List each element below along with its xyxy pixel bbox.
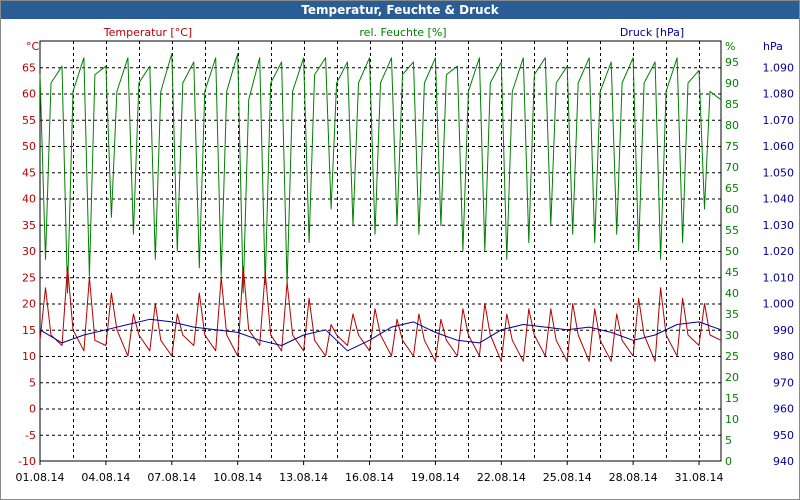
temp-axis-ticks: -10 -5 0 5 10 15 20 25 30 35 40 45 50 55 60 65 (18, 61, 36, 468)
x-axis-ticks: 01.08.14 04.08.14 07.08.14 10.08.14 13.08.14… (16, 461, 724, 484)
x-tick-label: 07.08.14 (147, 471, 196, 484)
press-axis-ticks: 940 950 960 970 980 990 1.000 1.010 1.020 1.030 1.… (763, 61, 795, 468)
press-tick-label: 1.050 (763, 166, 795, 179)
press-tick-label: 940 (773, 455, 794, 468)
temp-axis-label: Temperatur [°C] (103, 26, 192, 39)
press-tick-label: 1.000 (763, 298, 795, 311)
temp-series-line (39, 266, 722, 362)
hum-tick-label: 30 (725, 329, 739, 342)
press-tick-label: 1.030 (763, 219, 795, 232)
hum-tick-label: 65 (725, 182, 739, 195)
temp-axis-unit: °C (26, 40, 40, 53)
hum-tick-label: 80 (725, 119, 739, 132)
hum-tick-label: 0 (725, 455, 732, 468)
hum-tick-label: 50 (725, 245, 739, 258)
hum-axis-label: rel. Feuchte [%] (359, 26, 446, 39)
hum-axis-ticks: 0 5 10 15 20 25 30 35 40 45 50 55 60 65 70 75 80 85 90 95 (725, 56, 739, 468)
press-tick-label: 1.060 (763, 140, 795, 153)
series-layer (39, 53, 722, 362)
press-tick-label: 980 (773, 350, 794, 363)
plot-border (39, 40, 722, 462)
press-series-line (39, 318, 722, 352)
hum-tick-label: 60 (725, 203, 739, 216)
press-tick-label: 1.040 (763, 193, 795, 206)
hum-tick-label: 75 (725, 140, 739, 153)
press-tick-label: 970 (773, 376, 794, 389)
press-axis-label: Druck [hPa] (620, 26, 684, 39)
hum-axis-unit: % (725, 40, 735, 53)
temp-tick-label: 15 (22, 324, 36, 337)
x-tick-label: 19.08.14 (411, 471, 460, 484)
temp-tick-label: -5 (25, 429, 36, 442)
hum-tick-label: 40 (725, 287, 739, 300)
temp-tick-label: 60 (22, 88, 36, 101)
x-tick-label: 01.08.14 (16, 471, 65, 484)
temp-tick-label: 10 (22, 350, 36, 363)
press-tick-label: 1.010 (763, 271, 795, 284)
hum-tick-label: 90 (725, 77, 739, 90)
temp-tick-label: 35 (22, 219, 36, 232)
temp-tick-label: 45 (22, 166, 36, 179)
hum-tick-label: 95 (725, 56, 739, 69)
x-tick-label: 13.08.14 (279, 471, 328, 484)
temp-tick-label: 65 (22, 61, 36, 74)
temp-tick-label: 20 (22, 298, 36, 311)
hum-tick-label: 25 (725, 350, 739, 363)
temp-tick-label: 0 (29, 403, 36, 416)
press-tick-label: 1.080 (763, 88, 795, 101)
window-title: Temperatur, Feuchte & Druck (1, 1, 799, 19)
temp-tick-label: 5 (29, 376, 36, 389)
hum-tick-label: 15 (725, 392, 739, 405)
hum-tick-label: 55 (725, 224, 739, 237)
hum-tick-label: 20 (725, 371, 739, 384)
hum-tick-label: 45 (725, 266, 739, 279)
press-tick-label: 950 (773, 429, 794, 442)
temp-tick-label: 55 (22, 114, 36, 127)
temp-tick-label: 30 (22, 245, 36, 258)
x-tick-label: 28.08.14 (609, 471, 658, 484)
x-tick-label: 31.08.14 (675, 471, 724, 484)
hum-tick-label: 70 (725, 161, 739, 174)
x-tick-label: 04.08.14 (81, 471, 130, 484)
grid (40, 41, 721, 461)
hum-tick-label: 5 (725, 434, 732, 447)
hum-tick-label: 35 (725, 308, 739, 321)
temp-tick-label: 50 (22, 140, 36, 153)
press-tick-label: 960 (773, 403, 794, 416)
temp-tick-label: -10 (18, 455, 36, 468)
press-axis-unit: hPa (763, 40, 783, 53)
press-tick-label: 1.020 (763, 245, 795, 258)
temp-tick-label: 40 (22, 193, 36, 206)
x-tick-label: 16.08.14 (345, 471, 394, 484)
hum-tick-label: 10 (725, 413, 739, 426)
plot-background (40, 41, 721, 461)
x-tick-label: 25.08.14 (543, 471, 592, 484)
press-tick-label: 1.090 (763, 61, 795, 74)
press-tick-label: 1.070 (763, 114, 795, 127)
hum-tick-label: 85 (725, 98, 739, 111)
temp-tick-label: 25 (22, 271, 36, 284)
hum-series-line (39, 53, 722, 294)
x-tick-label: 10.08.14 (213, 471, 262, 484)
x-tick-label: 22.08.14 (477, 471, 526, 484)
press-tick-label: 990 (773, 324, 794, 337)
